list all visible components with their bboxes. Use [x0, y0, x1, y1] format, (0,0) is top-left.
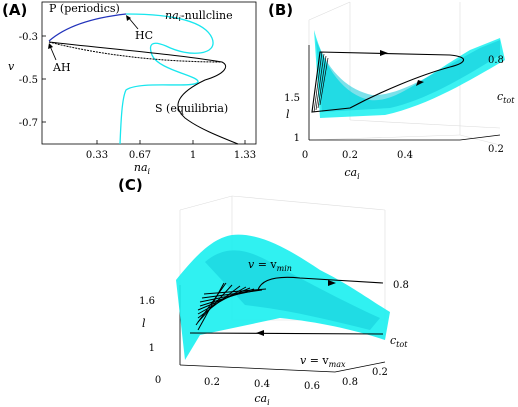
panel-b-ylabel: l: [286, 108, 290, 121]
panel-a-unstable-branch: [48, 41, 223, 63]
panel-a-periodic-branch: [48, 13, 127, 42]
panel-a-xtick: 1.33: [234, 150, 256, 161]
panel-c-xtick: 0.6: [304, 381, 320, 392]
panel-c-orbit-arrow: [328, 280, 336, 286]
panel-c-xtick: 0: [155, 375, 161, 386]
panel-a-ah-arrow: [49, 45, 57, 61]
panel-a-hc-arrowhead: [126, 15, 131, 21]
panel-b-xtick: 0.2: [342, 150, 358, 161]
panel-b-orbit-arrow: [380, 50, 388, 56]
panel-c-vmax-label: v = vmax: [300, 354, 346, 369]
panel-a-hc-label: HC: [135, 29, 153, 42]
panel-b-ztick: 0.8: [488, 55, 504, 66]
panel-b-periodic-orbit: [311, 51, 465, 113]
panel-b-c-axis: [459, 134, 501, 141]
panel-b-orbit-arrow: [416, 80, 424, 86]
panel-c-zlabel: ctot: [390, 334, 408, 349]
panel-a-ytick: -0.3: [19, 32, 38, 43]
panel-a-xlabel: nai: [134, 161, 151, 176]
panel-a-label: (A): [2, 1, 27, 19]
panel-c: (C): [118, 176, 409, 407]
panel-b-label: (B): [268, 1, 293, 19]
panel-c-c-axis: [334, 361, 386, 373]
panel-a-ytick: -0.5: [19, 75, 38, 86]
panel-c-xtick: 0.4: [254, 379, 270, 390]
panel-a-xtick: 0.67: [129, 150, 151, 161]
panel-b-ytick: 1.5: [284, 93, 300, 104]
panel-b-ztick: 0.2: [488, 144, 504, 155]
panel-b-xlabel: cai: [344, 166, 360, 181]
panel-c-orbit-lower: [189, 332, 384, 335]
panel-c-ztick: 0.2: [372, 367, 388, 378]
panel-a-nullcline-label: nai-nullcline: [165, 9, 233, 23]
panel-b-xtick: 0.4: [397, 150, 413, 161]
panel-c-orbit-arrow: [256, 330, 264, 336]
panel-b-xtick: 0: [302, 150, 308, 161]
panel-a-ah-label: AH: [52, 61, 71, 74]
panel-b-fast-fibers: [313, 51, 329, 113]
panel-a-periodics-label: P (periodics): [49, 2, 120, 15]
panel-c-vmin-label: v = vmin: [248, 258, 292, 273]
panel-c-fast-fibers: [195, 282, 267, 331]
panel-a: (A) -0.3 -0.5 -0.7 0.33 0.67 1 1.33 v na…: [2, 1, 257, 176]
panel-c-orbit-upper: [257, 276, 384, 291]
panel-b-ytick: 1: [294, 133, 300, 144]
panel-a-ah-arrowhead: [48, 43, 53, 49]
panel-a-hc-arrow: [127, 16, 139, 30]
panel-c-ca-axis: [179, 364, 336, 373]
panel-c-surface-shade: [205, 250, 380, 330]
panel-a-equilibria-branch: [48, 41, 239, 145]
panel-a-xtick: 0.33: [86, 150, 108, 161]
panel-b-surface-shade: [316, 40, 500, 112]
panel-a-ytick: -0.7: [19, 118, 38, 129]
panel-c-xtick: 0.8: [342, 377, 358, 388]
panel-c-label: (C): [118, 176, 143, 194]
panel-b-zlabel: ctot: [497, 90, 515, 105]
panel-a-equilibria-label: S (equilibria): [155, 102, 228, 115]
panel-a-ylabel: v: [8, 60, 15, 73]
panel-c-ztick: 0.8: [393, 280, 409, 291]
panel-c-ytick: 1.6: [139, 296, 155, 307]
panel-c-xlabel: cai: [254, 392, 270, 407]
panel-a-frame: [41, 1, 257, 145]
panel-a-nullcline-curve: [119, 13, 214, 145]
panel-a-yticks: -0.3 -0.5 -0.7: [19, 32, 46, 129]
panel-a-xticks: 0.33 0.67 1 1.33: [86, 140, 256, 161]
panel-c-xtick: 0.2: [204, 377, 220, 388]
panel-c-ylabel: l: [142, 317, 146, 330]
panel-b: (B) 0 0.2 0.4 1.5 1 0.8 0.2 l: [268, 1, 515, 181]
panel-a-xtick: 1: [190, 150, 196, 161]
panel-c-ytick: 1: [149, 343, 155, 354]
